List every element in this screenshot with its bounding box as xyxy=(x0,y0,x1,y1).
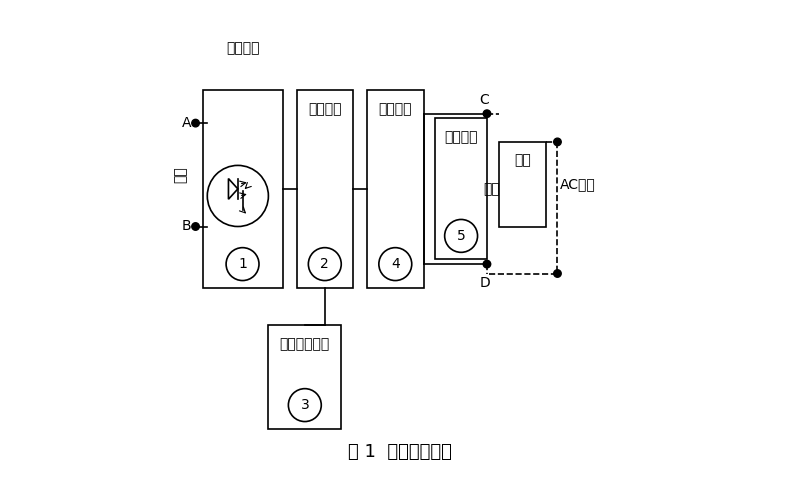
FancyBboxPatch shape xyxy=(367,90,423,288)
Circle shape xyxy=(288,388,322,422)
FancyBboxPatch shape xyxy=(297,90,353,288)
Circle shape xyxy=(554,138,562,145)
Circle shape xyxy=(483,110,490,118)
Polygon shape xyxy=(229,178,238,199)
Circle shape xyxy=(192,120,199,127)
FancyBboxPatch shape xyxy=(202,90,282,288)
Circle shape xyxy=(207,166,268,226)
Text: 图 1  工作原理框图: 图 1 工作原理框图 xyxy=(348,443,452,461)
Text: 触发电路: 触发电路 xyxy=(308,102,342,116)
Text: 耦合电路: 耦合电路 xyxy=(226,41,259,55)
Text: 输入: 输入 xyxy=(173,166,187,183)
Text: 3: 3 xyxy=(301,398,309,412)
Circle shape xyxy=(226,248,259,280)
Circle shape xyxy=(379,248,412,280)
FancyBboxPatch shape xyxy=(268,325,342,428)
Text: 输出: 输出 xyxy=(483,182,500,196)
Text: B: B xyxy=(182,220,191,234)
FancyBboxPatch shape xyxy=(498,142,546,226)
Text: 5: 5 xyxy=(457,229,466,243)
Circle shape xyxy=(483,260,490,268)
Text: A: A xyxy=(182,116,191,130)
Text: 负载: 负载 xyxy=(514,154,530,168)
Text: 1: 1 xyxy=(238,257,247,271)
Text: AC电流: AC电流 xyxy=(560,177,595,191)
Circle shape xyxy=(192,222,199,230)
Circle shape xyxy=(445,220,478,252)
Text: 过零控制电路: 过零控制电路 xyxy=(280,337,330,351)
Circle shape xyxy=(554,270,562,278)
Text: 4: 4 xyxy=(391,257,400,271)
Text: 吸收电路: 吸收电路 xyxy=(444,130,478,144)
Text: C: C xyxy=(480,92,490,106)
Circle shape xyxy=(308,248,342,280)
Text: 开关电路: 开关电路 xyxy=(378,102,412,116)
FancyBboxPatch shape xyxy=(435,118,487,260)
Text: D: D xyxy=(479,276,490,290)
Text: 2: 2 xyxy=(321,257,329,271)
